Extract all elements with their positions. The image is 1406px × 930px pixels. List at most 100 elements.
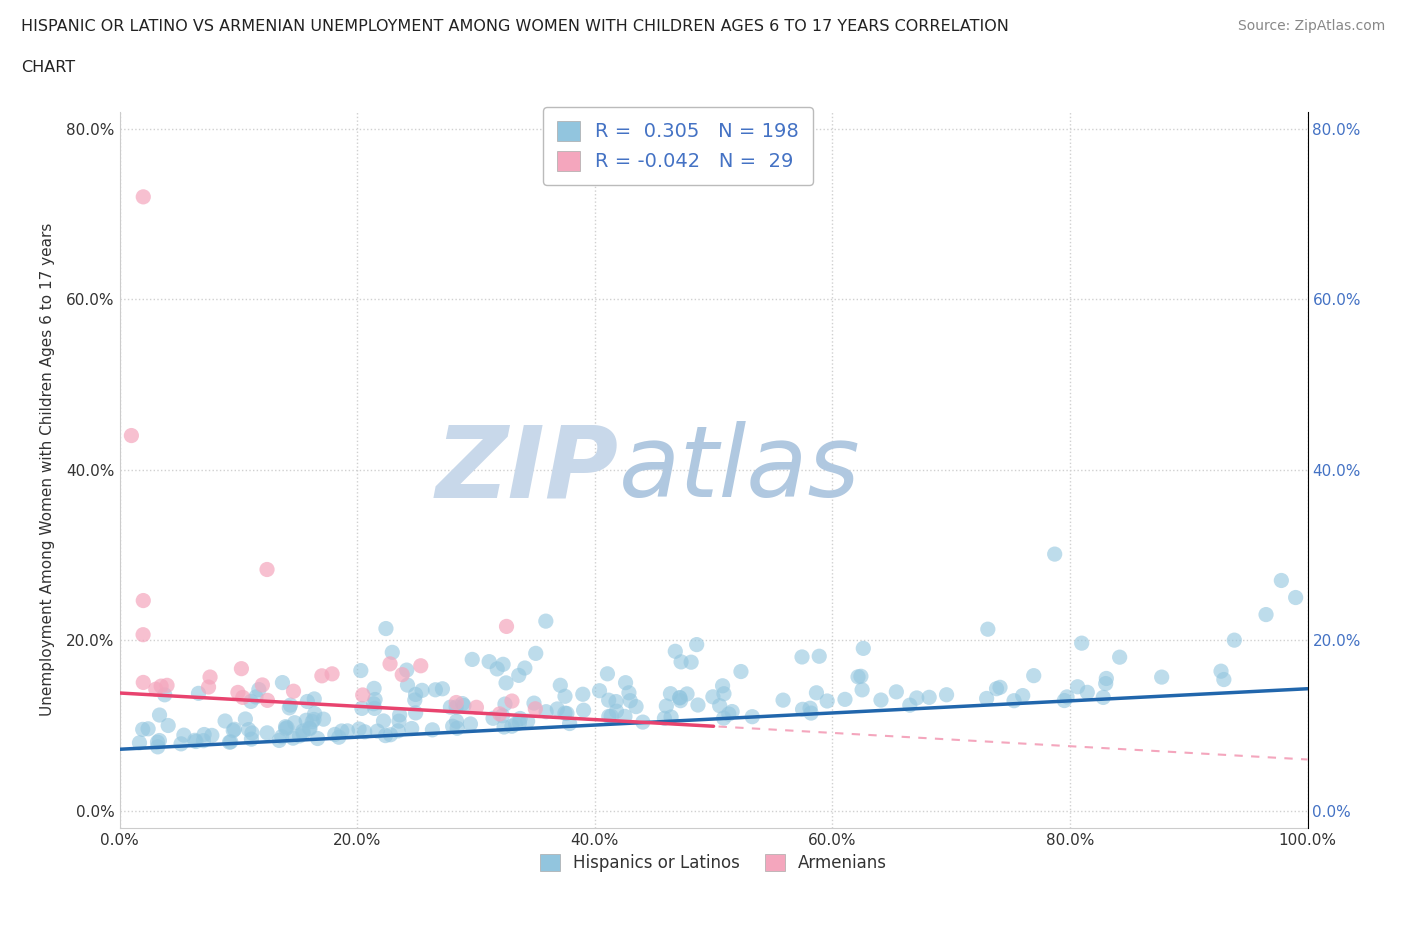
- Point: [411, 683, 433, 698]
- Point: [494, 697, 516, 711]
- Point: [741, 710, 763, 724]
- Point: [387, 724, 409, 738]
- Point: [232, 690, 254, 705]
- Point: [605, 704, 627, 719]
- Point: [323, 727, 346, 742]
- Point: [572, 703, 595, 718]
- Point: [605, 694, 627, 709]
- Point: [524, 646, 547, 661]
- Point: [588, 684, 610, 698]
- Point: [654, 711, 676, 725]
- Point: [849, 669, 872, 684]
- Point: [713, 711, 735, 725]
- Point: [465, 700, 488, 715]
- Point: [550, 678, 572, 693]
- Y-axis label: Unemployment Among Women with Children Ages 6 to 17 years: Unemployment Among Women with Children A…: [39, 223, 55, 716]
- Point: [291, 724, 314, 738]
- Point: [478, 654, 501, 669]
- Point: [977, 622, 1000, 637]
- Point: [598, 693, 620, 708]
- Point: [495, 619, 517, 634]
- Point: [193, 727, 215, 742]
- Point: [281, 731, 304, 746]
- Point: [128, 736, 150, 751]
- Point: [513, 660, 536, 675]
- Point: [405, 706, 427, 721]
- Point: [460, 716, 482, 731]
- Point: [136, 722, 159, 737]
- Point: [425, 683, 447, 698]
- Point: [600, 709, 623, 724]
- Point: [617, 685, 640, 700]
- Point: [546, 701, 568, 716]
- Point: [772, 693, 794, 708]
- Point: [534, 614, 557, 629]
- Point: [1043, 547, 1066, 562]
- Point: [668, 690, 690, 705]
- Point: [505, 717, 527, 732]
- Point: [1053, 693, 1076, 708]
- Point: [1070, 636, 1092, 651]
- Point: [815, 694, 838, 709]
- Point: [508, 715, 530, 730]
- Point: [669, 693, 692, 708]
- Point: [986, 682, 1008, 697]
- Point: [252, 678, 274, 693]
- Point: [297, 694, 319, 709]
- Point: [1095, 671, 1118, 686]
- Point: [1285, 591, 1308, 605]
- Point: [1011, 688, 1033, 703]
- Point: [432, 682, 454, 697]
- Legend: Hispanics or Latinos, Armenians: Hispanics or Latinos, Armenians: [529, 843, 898, 884]
- Point: [686, 637, 709, 652]
- Point: [851, 683, 873, 698]
- Point: [721, 704, 744, 719]
- Point: [274, 722, 297, 737]
- Point: [516, 713, 538, 728]
- Point: [226, 685, 249, 700]
- Point: [870, 693, 893, 708]
- Point: [401, 721, 423, 736]
- Point: [886, 684, 908, 699]
- Point: [240, 732, 263, 747]
- Point: [446, 713, 468, 728]
- Point: [713, 686, 735, 701]
- Point: [488, 707, 510, 722]
- Point: [676, 686, 699, 701]
- Point: [1270, 573, 1292, 588]
- Point: [508, 668, 530, 683]
- Point: [131, 722, 153, 737]
- Point: [288, 728, 311, 743]
- Point: [381, 644, 404, 659]
- Point: [271, 675, 294, 690]
- Point: [201, 728, 224, 743]
- Point: [214, 713, 236, 728]
- Point: [198, 670, 221, 684]
- Point: [363, 681, 385, 696]
- Point: [231, 661, 253, 676]
- Point: [363, 697, 385, 711]
- Point: [409, 658, 432, 673]
- Point: [1223, 632, 1246, 647]
- Point: [218, 735, 240, 750]
- Point: [1209, 664, 1232, 679]
- Point: [350, 701, 373, 716]
- Point: [388, 708, 411, 723]
- Point: [235, 711, 257, 726]
- Point: [145, 682, 167, 697]
- Point: [655, 698, 678, 713]
- Point: [374, 728, 396, 743]
- Point: [298, 721, 321, 736]
- Point: [659, 686, 682, 701]
- Point: [378, 657, 401, 671]
- Point: [336, 724, 359, 738]
- Point: [709, 698, 731, 713]
- Point: [224, 722, 246, 737]
- Point: [312, 711, 335, 726]
- Point: [347, 722, 370, 737]
- Point: [298, 722, 321, 737]
- Point: [686, 698, 709, 712]
- Point: [905, 690, 928, 705]
- Point: [304, 706, 326, 721]
- Point: [219, 735, 242, 750]
